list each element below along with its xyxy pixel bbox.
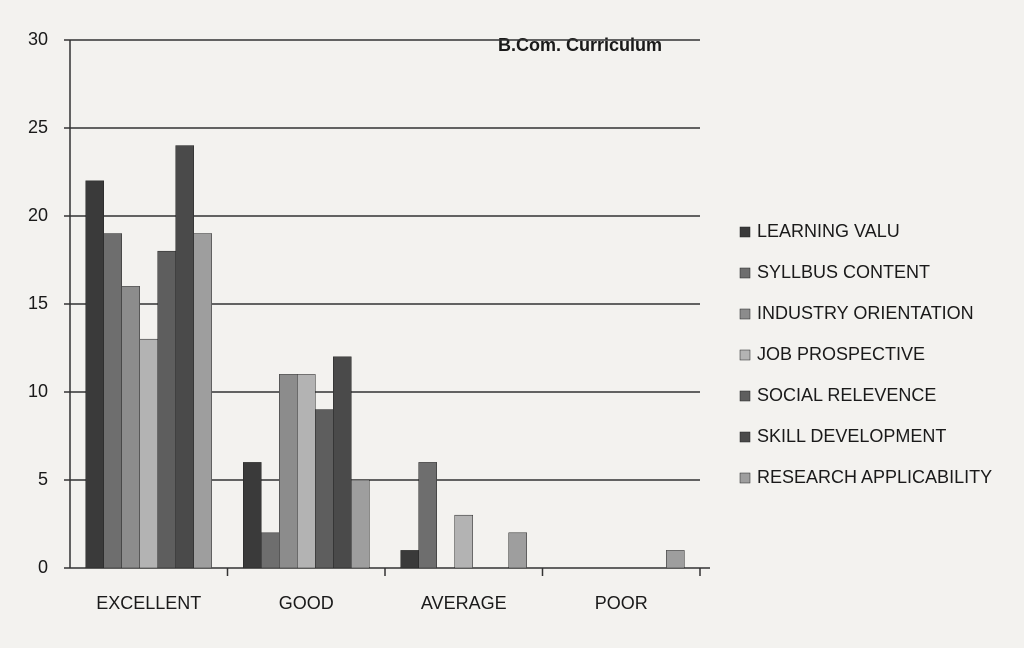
chart-title: B.Com. Curriculum (498, 35, 662, 55)
legend-swatch (739, 431, 751, 443)
legend-label: JOB PROSPECTIVE (757, 344, 925, 364)
bar (157, 250, 176, 569)
bar (508, 532, 527, 569)
legend-swatch (739, 390, 751, 402)
bar (400, 550, 419, 569)
x-tick-label: AVERAGE (421, 593, 507, 613)
bar (175, 145, 194, 569)
y-tick-label: 15 (28, 293, 48, 313)
x-tick-label: GOOD (279, 593, 334, 613)
bar (121, 286, 140, 569)
bar (454, 514, 473, 569)
y-tick-label: 30 (28, 29, 48, 49)
y-tick-label: 20 (28, 205, 48, 225)
legend-swatch (739, 267, 751, 279)
y-tick-label: 5 (38, 469, 48, 489)
bar (139, 338, 158, 569)
legend-swatch (739, 308, 751, 320)
legend-label: SYLLBUS CONTENT (757, 262, 930, 282)
bar (351, 479, 370, 569)
bar (279, 374, 298, 569)
y-tick-label: 25 (28, 117, 48, 137)
legend-label: SKILL DEVELOPMENT (757, 426, 946, 446)
bar (193, 233, 212, 569)
legend-label: RESEARCH APPLICABILITY (757, 467, 992, 487)
legend-label: INDUSTRY ORIENTATION (757, 303, 974, 323)
y-tick-label: 0 (38, 557, 48, 577)
bar (243, 462, 262, 569)
bar (418, 462, 437, 569)
bar (333, 356, 352, 569)
bar (261, 532, 280, 569)
bar (666, 550, 685, 569)
legend-swatch (739, 226, 751, 238)
bar (297, 374, 316, 569)
legend-label: SOCIAL RELEVENCE (757, 385, 936, 405)
bar (315, 409, 334, 569)
y-tick-label: 10 (28, 381, 48, 401)
bar (85, 180, 104, 569)
bar (103, 233, 122, 569)
legend-swatch (739, 349, 751, 361)
legend-swatch (739, 472, 751, 484)
x-tick-label: POOR (595, 593, 648, 613)
legend-label: LEARNING VALU (757, 221, 900, 241)
x-tick-label: EXCELLENT (96, 593, 201, 613)
